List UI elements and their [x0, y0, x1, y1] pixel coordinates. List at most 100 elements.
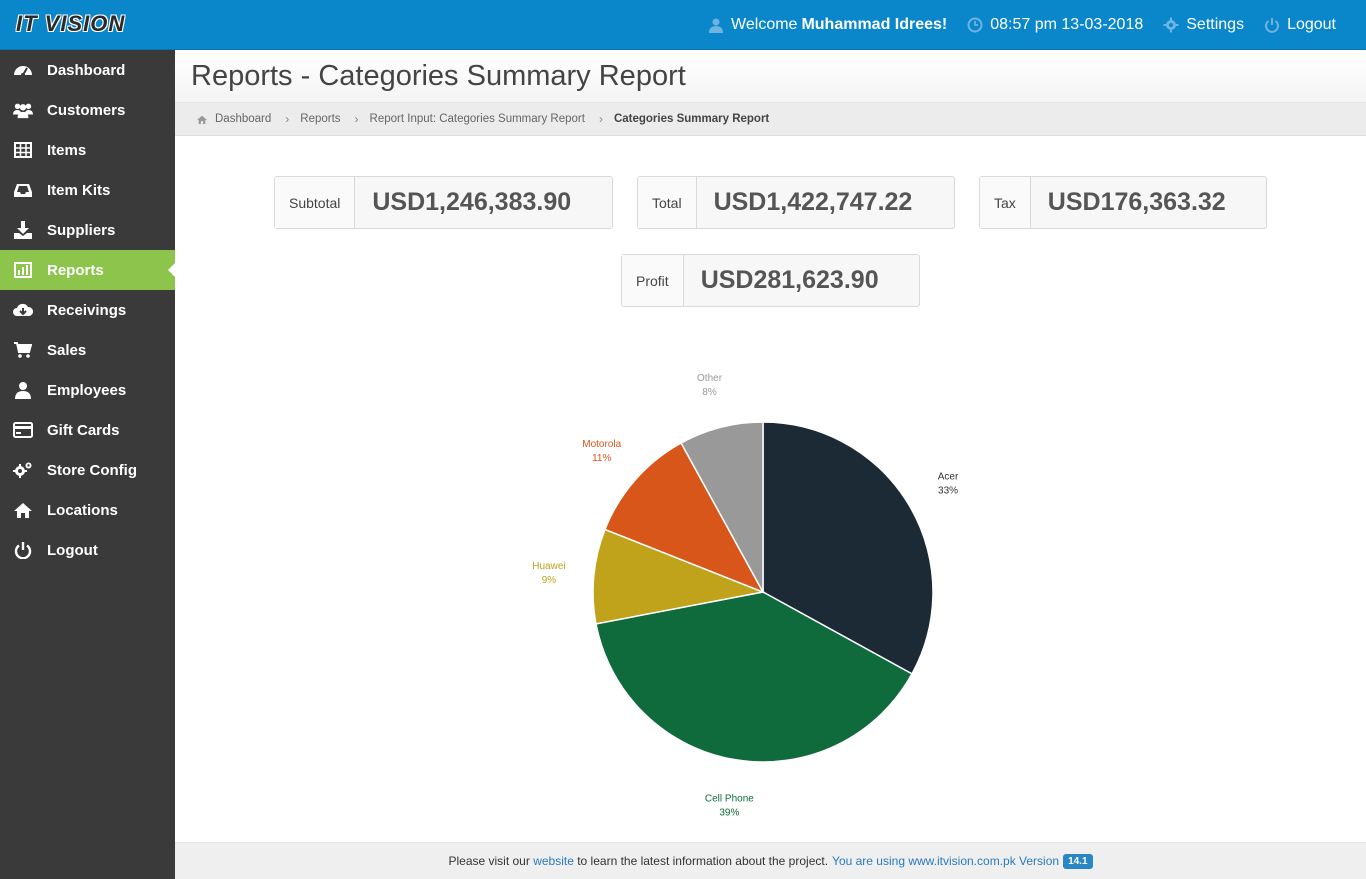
sidebar-item-label: Item Kits — [47, 181, 111, 199]
sidebar-item-label: Gift Cards — [47, 421, 120, 439]
welcome-message: Welcome Muhammad Idrees! — [708, 16, 947, 34]
sidebar-item-label: Customers — [47, 101, 126, 119]
page-title: Reports - Categories Summary Report — [191, 59, 686, 92]
sidebar-item-dashboard[interactable]: Dashboard — [0, 50, 175, 90]
sidebar: Dashboard Customers Items Item Kits Supp… — [0, 50, 175, 879]
sidebar-item-label: Logout — [47, 541, 98, 559]
pie-slice-other — [680, 421, 764, 593]
website-link[interactable]: website — [533, 854, 574, 868]
summary-label: Subtotal — [275, 177, 356, 228]
sidebar-item-reports[interactable]: Reports — [0, 250, 175, 290]
pie-slice-motorola — [603, 442, 765, 594]
power-icon — [14, 542, 32, 559]
items-table-icon — [14, 142, 32, 158]
breadcrumb-report-input[interactable]: Report Input: Categories Summary Report — [369, 113, 585, 125]
summary-value: USD1,422,747.22 — [713, 188, 913, 216]
app-logo[interactable]: IT VISION — [16, 11, 126, 36]
bar-chart-icon — [14, 262, 32, 278]
summary-subtotal: Subtotal USD1,246,383.90 — [274, 176, 613, 229]
footer-text: to learn the latest information about th… — [577, 854, 829, 868]
logout-link[interactable]: Logout — [1264, 16, 1336, 34]
gear-icon — [1163, 17, 1179, 33]
chevron-right-icon: › — [598, 112, 603, 126]
sidebar-item-employees[interactable]: Employees — [0, 370, 175, 410]
pie-label: Acer — [938, 472, 959, 483]
sidebar-item-label: Suppliers — [47, 221, 116, 239]
cart-icon — [14, 342, 32, 358]
settings-link[interactable]: Settings — [1163, 16, 1244, 34]
power-icon — [1265, 18, 1280, 33]
pie-label: Other — [697, 373, 723, 384]
pie-percent-label: 8% — [702, 387, 717, 398]
version-text: You are using www.itvision.com.pk Versio… — [832, 854, 1060, 868]
inbox-icon — [14, 184, 32, 197]
sidebar-item-locations[interactable]: Locations — [0, 490, 175, 530]
sidebar-item-store-config[interactable]: Store Config — [0, 450, 175, 490]
sidebar-item-label: Receivings — [47, 301, 127, 319]
current-datetime: 08:57 pm 13-03-2018 — [990, 16, 1144, 33]
cloud-download-icon — [13, 303, 33, 316]
clock: 08:57 pm 13-03-2018 — [967, 16, 1143, 34]
chevron-right-icon: › — [354, 112, 359, 126]
clock-icon — [967, 17, 983, 33]
breadcrumb-reports[interactable]: Reports — [300, 113, 341, 125]
sidebar-item-label: Reports — [47, 261, 104, 279]
summary-tax: Tax USD176,363.32 — [979, 176, 1267, 229]
pie-label: Cell Phone — [705, 793, 754, 804]
main-content: Reports - Categories Summary Report Dash… — [175, 50, 1366, 879]
welcome-prefix: Welcome — [731, 16, 798, 33]
breadcrumb-label: Dashboard — [215, 113, 272, 125]
home-icon — [197, 115, 207, 124]
credit-card-icon — [13, 422, 33, 438]
top-bar: IT VISION Welcome Muhammad Idrees! 08:57… — [0, 0, 1366, 50]
footer: Please visit our website to learn the la… — [175, 842, 1366, 879]
sidebar-item-receivings[interactable]: Receivings — [0, 290, 175, 330]
top-nav: Welcome Muhammad Idrees! 08:57 pm 13-03-… — [688, 0, 1336, 50]
summary-label: Profit — [622, 255, 684, 306]
pie-slice-huawei — [592, 528, 766, 625]
settings-label: Settings — [1186, 16, 1245, 33]
sidebar-item-logout[interactable]: Logout — [0, 530, 175, 570]
sidebar-item-sales[interactable]: Sales — [0, 330, 175, 370]
breadcrumb-dashboard[interactable]: Dashboard — [197, 113, 271, 125]
page-header: Reports - Categories Summary Report — [175, 50, 1366, 103]
summary-value: USD281,623.90 — [700, 266, 879, 294]
sidebar-item-label: Store Config — [47, 461, 137, 479]
sidebar-item-label: Dashboard — [47, 61, 126, 79]
summary-total: Total USD1,422,747.22 — [637, 176, 955, 229]
categories-pie-chart: Acer 33% Cell Phone 39% Huawei 9% Motorola 11% O… — [532, 373, 959, 819]
pie-percent-label: 33% — [938, 486, 958, 497]
pie-slice-cell-phone — [595, 591, 913, 763]
dashboard-icon — [14, 66, 32, 77]
summary-value: USD1,246,383.90 — [372, 188, 572, 216]
pie-percent-label: 11% — [592, 453, 611, 464]
pie-slice-acer — [762, 421, 934, 675]
version-badge: 14.1 — [1063, 853, 1093, 869]
sidebar-item-customers[interactable]: Customers — [0, 90, 175, 130]
summary-label: Total — [638, 177, 697, 228]
user-icon — [15, 382, 31, 399]
chevron-right-icon: › — [285, 112, 290, 126]
sidebar-item-label: Sales — [47, 341, 87, 359]
sidebar-item-label: Items — [47, 141, 87, 159]
breadcrumb-current: Categories Summary Report — [613, 113, 770, 125]
user-icon — [709, 18, 724, 33]
pie-percent-label: 9% — [542, 575, 557, 586]
logout-label: Logout — [1287, 16, 1336, 33]
sidebar-item-items[interactable]: Items — [0, 130, 175, 170]
pie-percent-label: 39% — [719, 807, 739, 818]
summary-profit: Profit USD281,623.90 — [621, 254, 920, 307]
sidebar-item-label: Employees — [47, 381, 127, 399]
sidebar-item-suppliers[interactable]: Suppliers — [0, 210, 175, 250]
pie-label: Huawei — [532, 561, 565, 572]
gears-icon — [13, 462, 32, 478]
home-icon — [14, 503, 32, 518]
pie-label: Motorola — [582, 439, 621, 450]
footer-text: Please visit our — [448, 854, 530, 868]
sidebar-item-label: Locations — [47, 501, 118, 519]
breadcrumb: Dashboard › Reports › Report Input: Cate… — [175, 103, 1366, 136]
sidebar-item-item-kits[interactable]: Item Kits — [0, 170, 175, 210]
customers-icon — [13, 103, 33, 119]
sidebar-item-gift-cards[interactable]: Gift Cards — [0, 410, 175, 450]
summary-value: USD176,363.32 — [1047, 188, 1226, 216]
